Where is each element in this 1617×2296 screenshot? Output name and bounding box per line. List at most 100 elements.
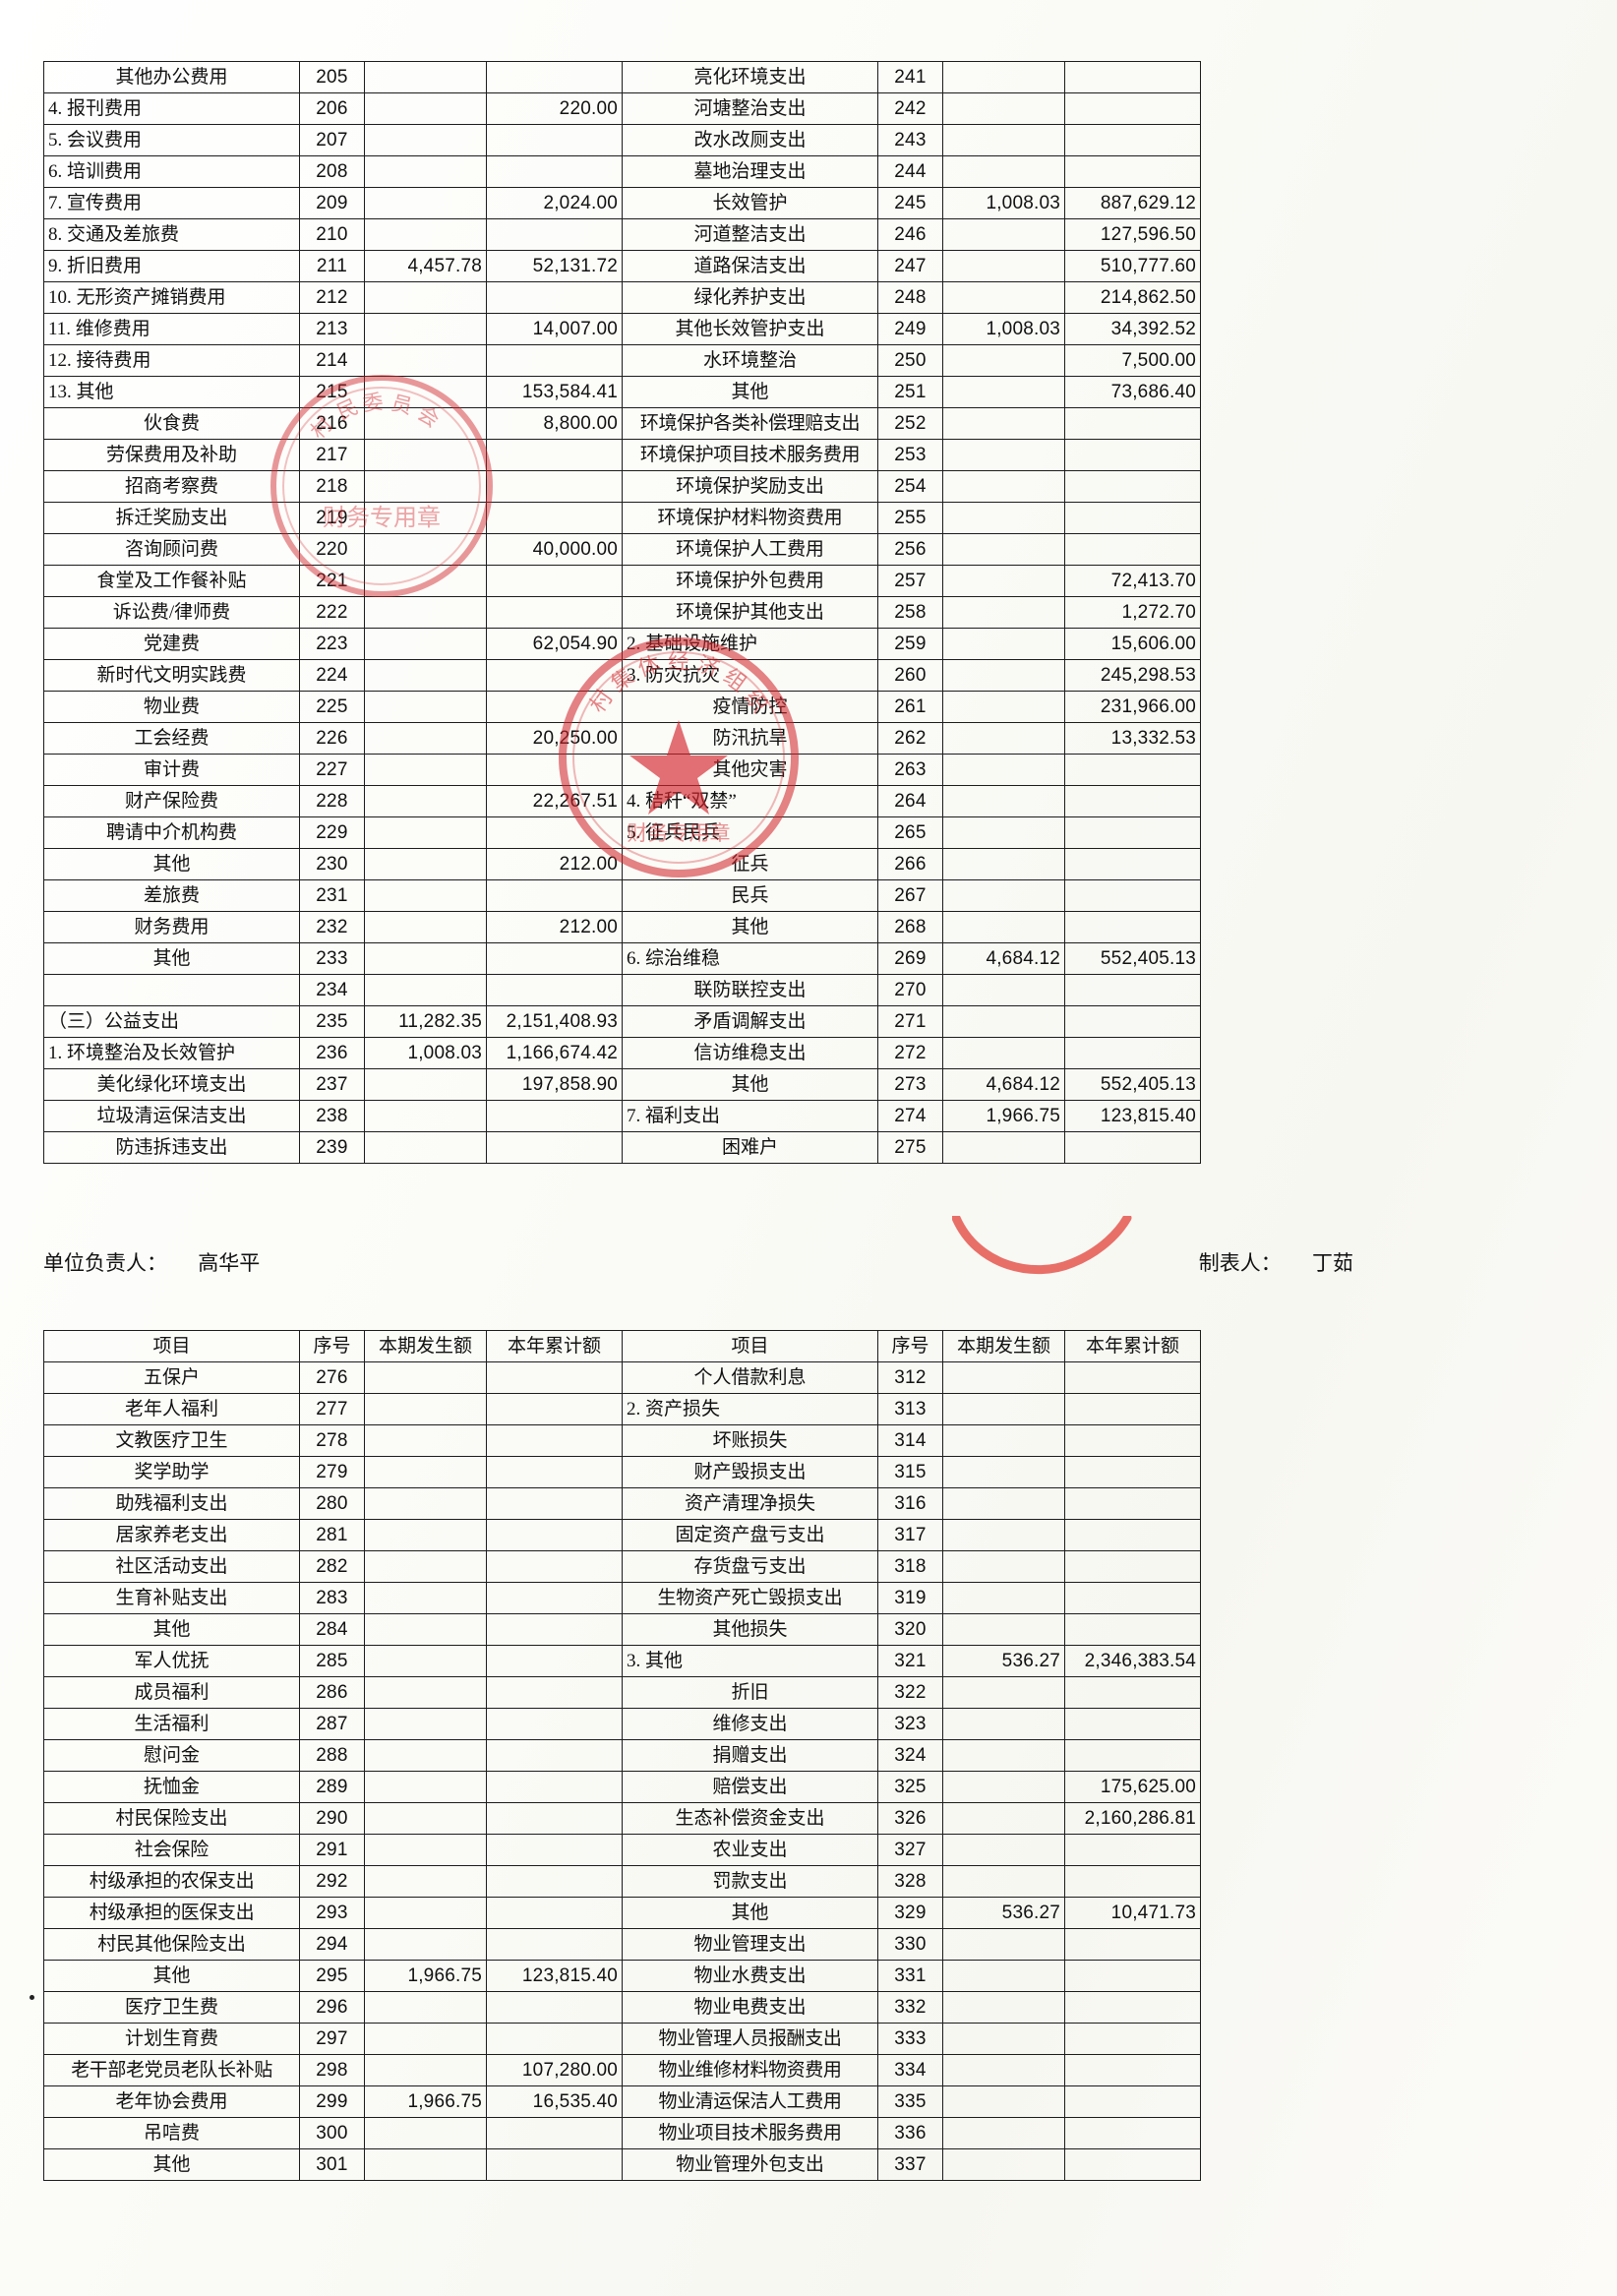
row-item-left: 慰问金 [43, 1739, 300, 1772]
row-current-right [942, 2054, 1065, 2086]
row-item-right: 3. 防灾抗灾 [622, 659, 878, 692]
table-row: 咨询顾问费 220 40,000.00 环境保护人工费用 256 [43, 533, 1201, 566]
table-2: 项目 序号 本期发生额 本年累计额 项目 序号 本期发生额 本年累计额 五保户 276 个人借款利… [43, 1330, 1201, 2181]
row-current-right [942, 785, 1065, 817]
row-no-left: 284 [299, 1613, 365, 1646]
row-item-right: 个人借款利息 [622, 1361, 878, 1394]
row-no-right: 325 [877, 1771, 943, 1803]
row-no-right: 254 [877, 470, 943, 503]
column-header-item: 项目 [43, 1330, 300, 1362]
row-cumulative-right [1064, 1005, 1201, 1038]
row-no-right: 262 [877, 722, 943, 755]
row-item-left: 12. 接待费用 [43, 344, 300, 377]
row-no-right: 328 [877, 1865, 943, 1898]
table-row: 村级承担的农保支出 292 罚款支出 328 [43, 1865, 1201, 1898]
table-row: 13. 其他 215 153,584.41 其他 251 73,686.40 [43, 376, 1201, 408]
row-item-left: 生育补贴支出 [43, 1582, 300, 1614]
row-cumulative-right [1064, 1739, 1201, 1772]
table-row: 审计费 227 其他灾害 263 [43, 754, 1201, 786]
row-current-left [364, 911, 487, 943]
row-no-right: 317 [877, 1519, 943, 1551]
row-item-right: 捐赠支出 [622, 1739, 878, 1772]
table-row: 12. 接待费用 214 水环境整治 250 7,500.00 [43, 344, 1201, 377]
row-cumulative-left [486, 1613, 623, 1646]
row-cumulative-left [486, 344, 623, 377]
row-cumulative-right [1064, 2117, 1201, 2149]
row-no-right: 265 [877, 816, 943, 849]
row-cumulative-right: 887,629.12 [1064, 187, 1201, 219]
row-current-left [364, 439, 487, 471]
row-current-right [942, 1613, 1065, 1646]
row-no-left: 286 [299, 1676, 365, 1709]
table-row: 财产保险费 228 22,267.51 4. 秸秆“双禁” 264 [43, 785, 1201, 817]
table-1-body: 其他办公费用 205 亮化环境支出 241 4. 报刊费用 206 220.00 河塘整治支出… [43, 61, 1201, 1164]
row-item-right: 征兵 [622, 848, 878, 880]
row-current-right [942, 155, 1065, 188]
table-row: 慰问金 288 捐赠支出 324 [43, 1739, 1201, 1772]
row-current-left [364, 187, 487, 219]
row-cumulative-right [1064, 502, 1201, 534]
row-item-right: 环境保护人工费用 [622, 533, 878, 566]
row-current-left [364, 816, 487, 849]
table-row: 拆迁奖励支出 219 环境保护材料物资费用 255 [43, 502, 1201, 534]
row-no-right: 258 [877, 596, 943, 629]
table-row: 生育补贴支出 283 生物资产死亡毁损支出 319 [43, 1582, 1201, 1614]
table-row: 五保户 276 个人借款利息 312 [43, 1361, 1201, 1394]
row-current-left [364, 218, 487, 251]
table-row: 抚恤金 289 赔偿支出 325 175,625.00 [43, 1771, 1201, 1803]
row-no-left: 280 [299, 1487, 365, 1520]
row-current-left [364, 1068, 487, 1101]
table-row: 防违拆违支出 239 困难户 275 [43, 1131, 1201, 1164]
row-item-left: 吊唁费 [43, 2117, 300, 2149]
table-row: 医疗卫生费 296 物业电费支出 332 [43, 1991, 1201, 2024]
row-current-left [364, 942, 487, 975]
row-current-right [942, 974, 1065, 1006]
row-no-right: 275 [877, 1131, 943, 1164]
row-item-right: 罚款支出 [622, 1865, 878, 1898]
row-item-left: 伙食费 [43, 407, 300, 440]
row-no-left: 236 [299, 1037, 365, 1069]
row-no-left: 282 [299, 1550, 365, 1583]
row-current-right [942, 628, 1065, 660]
row-cumulative-left [486, 691, 623, 723]
row-current-right [942, 1960, 1065, 1992]
row-cumulative-right: 552,405.13 [1064, 1068, 1201, 1101]
row-cumulative-left: 52,131.72 [486, 250, 623, 282]
column-header-cumulative: 本年累计额 [1064, 1330, 1201, 1362]
row-no-right: 322 [877, 1676, 943, 1709]
row-cumulative-right: 73,686.40 [1064, 376, 1201, 408]
table-row: 文教医疗卫生 278 坏账损失 314 [43, 1424, 1201, 1457]
row-item-left: 9. 折旧费用 [43, 250, 300, 282]
row-current-right: 1,008.03 [942, 313, 1065, 345]
row-current-right [942, 911, 1065, 943]
row-item-left: 老年协会费用 [43, 2085, 300, 2118]
row-cumulative-left [486, 1676, 623, 1709]
row-cumulative-right [1064, 2085, 1201, 2118]
row-no-left: 205 [299, 61, 365, 93]
row-current-left [364, 502, 487, 534]
row-item-right: 疫情防控 [622, 691, 878, 723]
row-current-right: 4,684.12 [942, 942, 1065, 975]
row-item-right: 其他灾害 [622, 754, 878, 786]
row-no-left: 224 [299, 659, 365, 692]
row-no-left: 220 [299, 533, 365, 566]
row-current-right [942, 1739, 1065, 1772]
row-item-left: 党建费 [43, 628, 300, 660]
row-current-left [364, 879, 487, 912]
row-no-right: 241 [877, 61, 943, 93]
row-no-right: 330 [877, 1928, 943, 1961]
row-current-right [942, 2085, 1065, 2118]
row-no-right: 333 [877, 2023, 943, 2055]
row-current-right [942, 502, 1065, 534]
row-no-right: 252 [877, 407, 943, 440]
row-no-left: 294 [299, 1928, 365, 1961]
row-item-right: 资产清理净损失 [622, 1487, 878, 1520]
row-current-left [364, 1771, 487, 1803]
table-row: 8. 交通及差旅费 210 河道整洁支出 246 127,596.50 [43, 218, 1201, 251]
row-no-left: 292 [299, 1865, 365, 1898]
row-current-right [942, 1037, 1065, 1069]
row-no-right: 324 [877, 1739, 943, 1772]
row-no-left: 228 [299, 785, 365, 817]
row-no-right: 250 [877, 344, 943, 377]
row-item-left: 成员福利 [43, 1676, 300, 1709]
